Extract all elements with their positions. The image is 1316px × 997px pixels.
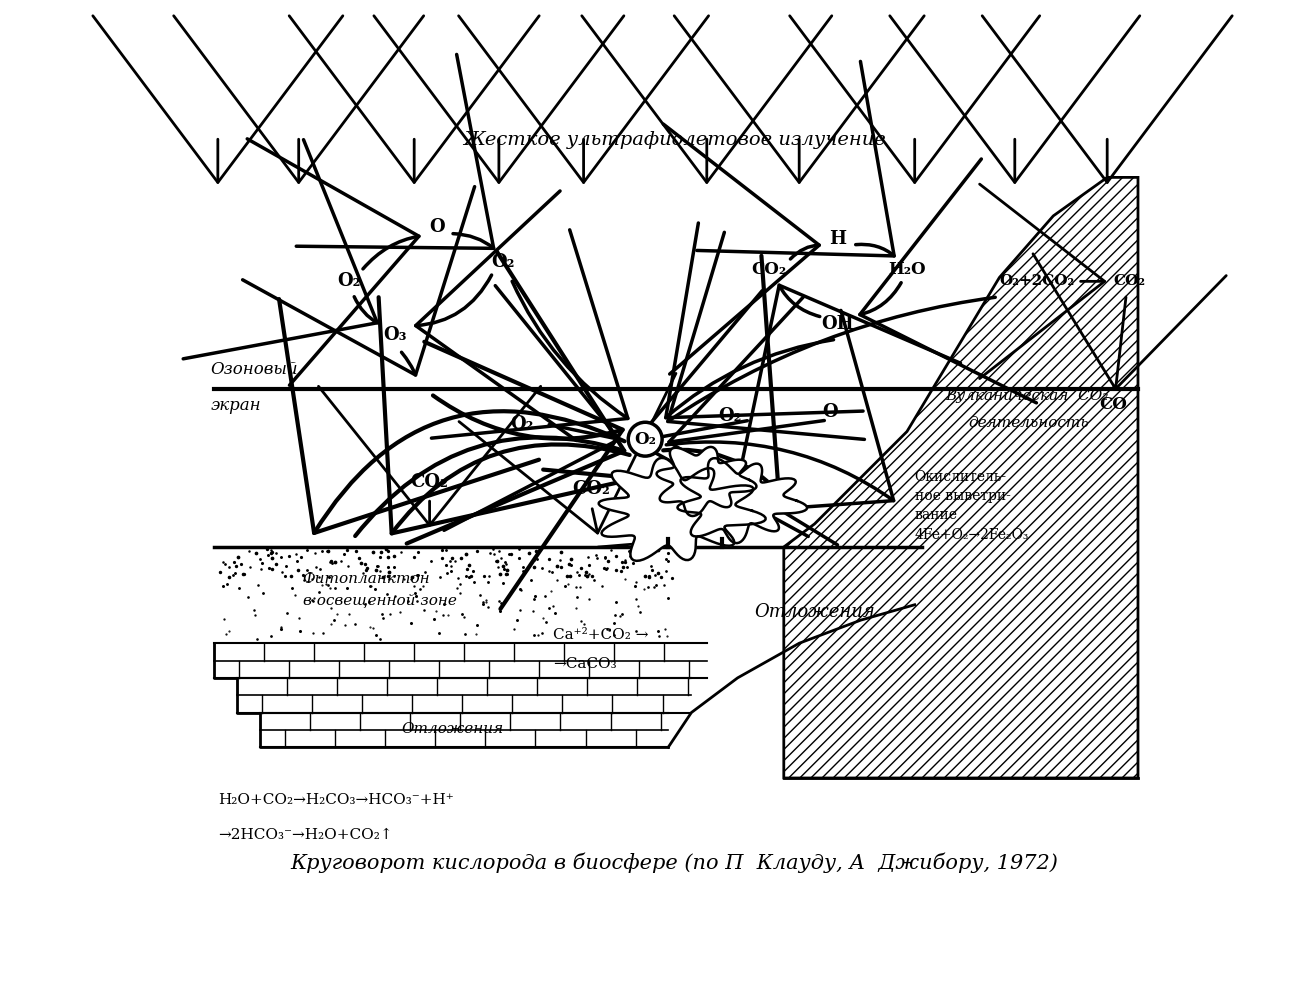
- Text: Фитопланктон: Фитопланктон: [303, 571, 430, 585]
- Text: Ca⁺²+CO₂ →: Ca⁺²+CO₂ →: [553, 628, 649, 642]
- Text: CO₂: CO₂: [1113, 274, 1145, 288]
- Text: O: O: [429, 218, 445, 236]
- Text: деятельность: деятельность: [969, 416, 1090, 430]
- Text: CO: CO: [1099, 396, 1128, 413]
- Text: OH: OH: [821, 315, 854, 333]
- Text: H₂O: H₂O: [888, 261, 925, 278]
- Text: Окислитель-: Окислитель-: [915, 470, 1007, 484]
- Text: экран: экран: [211, 397, 261, 414]
- Text: Отложения: Отложения: [401, 723, 504, 737]
- Circle shape: [628, 423, 662, 457]
- Text: вание: вание: [915, 508, 958, 522]
- Text: Озоновый: Озоновый: [211, 361, 297, 378]
- Text: в освещенной зоне: в освещенной зоне: [303, 593, 457, 607]
- Text: O: O: [822, 403, 838, 422]
- Text: CO₂: CO₂: [751, 261, 786, 278]
- Text: Вулканическая  CO₂: Вулканическая CO₂: [945, 389, 1109, 403]
- Text: 4Fe+O₂→2Fe₂O₃: 4Fe+O₂→2Fe₂O₃: [915, 527, 1029, 541]
- Text: O₂: O₂: [337, 272, 361, 290]
- Text: O₃: O₃: [383, 326, 407, 344]
- Text: O₂: O₂: [511, 415, 534, 433]
- Text: O₂: O₂: [634, 431, 657, 448]
- Text: Отложения: Отложения: [754, 603, 875, 621]
- Text: H₂O+CO₂→H₂CO₃→HCO₃⁻+H⁺: H₂O+CO₂→H₂CO₃→HCO₃⁻+H⁺: [218, 794, 454, 808]
- Text: →CaCO₃: →CaCO₃: [553, 657, 616, 671]
- Polygon shape: [784, 177, 1138, 778]
- Polygon shape: [657, 447, 757, 516]
- Text: O₂: O₂: [719, 407, 742, 425]
- Text: O₂: O₂: [491, 253, 515, 271]
- Text: Круговорот кислорода в биосфере (по П  Клауду, А  Джибору, 1972): Круговорот кислорода в биосфере (по П Кл…: [291, 852, 1058, 873]
- Text: ное выветри-: ное выветри-: [915, 490, 1011, 503]
- Text: CO₂: CO₂: [572, 481, 611, 498]
- Text: Жесткое ультрафиолетовое излучение: Жесткое ультрафиолетовое излучение: [463, 132, 886, 150]
- Polygon shape: [678, 459, 807, 543]
- Text: O₂+2CO₂: O₂+2CO₂: [999, 274, 1075, 288]
- Text: H: H: [829, 230, 846, 248]
- Text: →2HCO₃⁻→H₂O+CO₂↑: →2HCO₃⁻→H₂O+CO₂↑: [218, 829, 392, 842]
- Text: CO₂: CO₂: [411, 473, 449, 491]
- Polygon shape: [599, 458, 766, 561]
